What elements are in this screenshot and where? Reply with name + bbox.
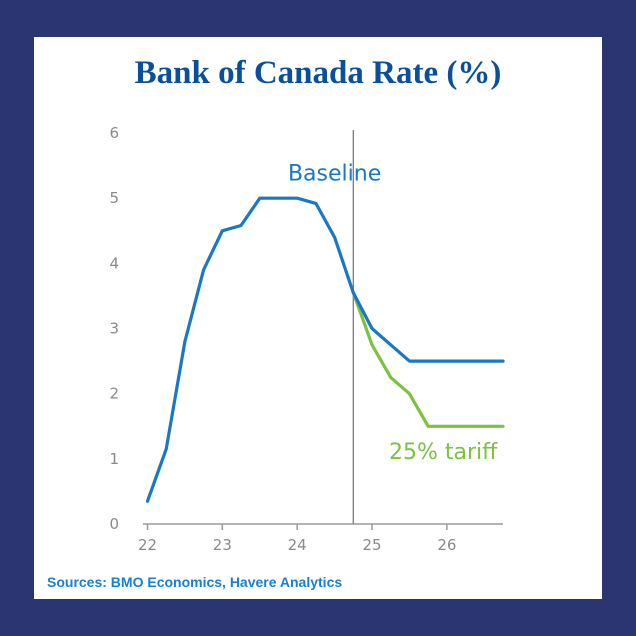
chart-title: Bank of Canada Rate (%)	[134, 55, 502, 91]
y-tick-label: 3	[109, 320, 119, 338]
series-label-25-tariff: 25% tariff	[389, 440, 498, 465]
x-tick-label: 23	[213, 536, 232, 554]
y-tick-label: 1	[109, 450, 119, 468]
series-line-25-tariff	[351, 291, 505, 428]
x-tick-label: 24	[288, 536, 307, 554]
y-tick-label: 5	[109, 189, 119, 207]
series-label-baseline: Baseline	[288, 162, 381, 187]
y-tick-label: 0	[109, 515, 119, 533]
x-tick-label: 25	[362, 536, 381, 554]
series-line-baseline	[145, 196, 505, 503]
y-tick-label: 6	[109, 124, 119, 142]
x-tick-label: 26	[437, 536, 456, 554]
y-tick-label: 2	[109, 385, 119, 403]
source-note: Sources: BMO Economics, Havere Analytics	[47, 574, 343, 590]
x-tick-label: 22	[138, 536, 157, 554]
y-tick-label: 4	[109, 254, 119, 272]
